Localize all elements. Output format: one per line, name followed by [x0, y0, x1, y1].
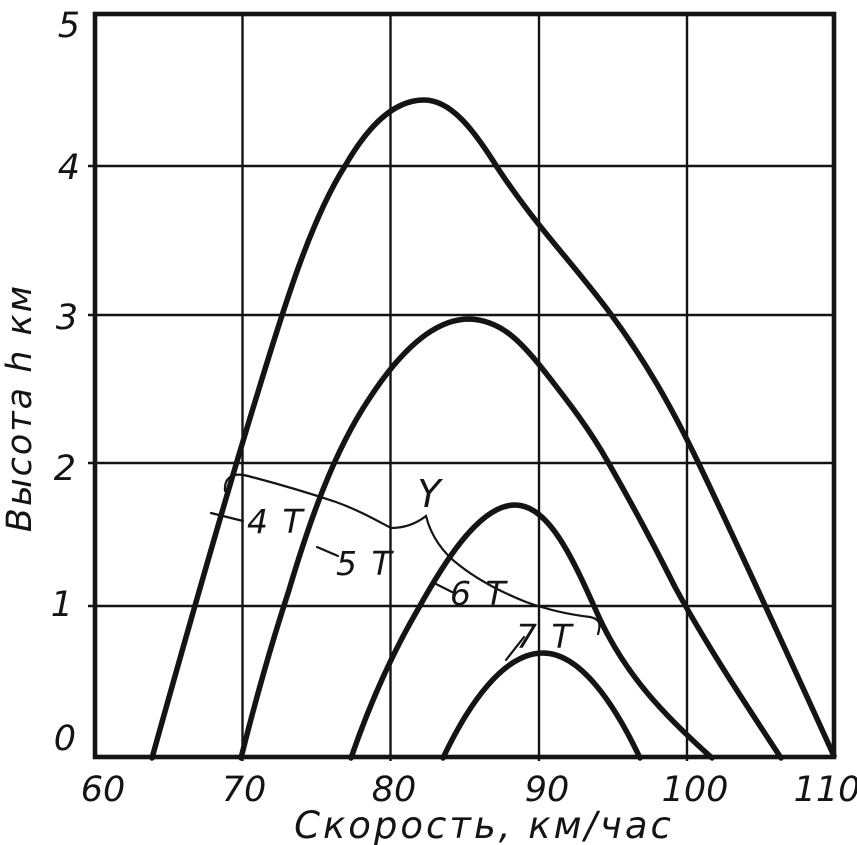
- leader-6t: [434, 582, 454, 594]
- x-axis-tick-labels: 60 70 80 90 100 110: [81, 770, 857, 810]
- curve-labels: 4 T 5 T 6 T 7 T: [247, 502, 574, 656]
- gridlines: [88, 14, 834, 761]
- x-tick-80: 80: [372, 770, 417, 810]
- plot-border: [92, 11, 837, 760]
- y-tick-5: 5: [58, 6, 80, 46]
- curve-7t: [440, 650, 643, 761]
- leader-4t: [209, 511, 245, 523]
- x-tick-100: 100: [662, 770, 729, 810]
- curve-6t: [348, 502, 715, 761]
- curve-4t: [149, 97, 837, 761]
- y-tick-3: 3: [56, 298, 78, 338]
- curve-label-5t: 5 T: [336, 544, 394, 583]
- curve-label-7t: 7 T: [516, 617, 574, 656]
- y-tick-2: 2: [54, 449, 76, 489]
- x-tick-90: 90: [525, 770, 570, 810]
- y-tick-0: 0: [54, 719, 76, 759]
- leader-7t: [504, 635, 526, 662]
- leader-5t: [315, 545, 340, 558]
- curve-5t: [238, 316, 784, 761]
- callout-brace-line: [223, 473, 601, 636]
- x-tick-110: 110: [794, 770, 857, 810]
- callout-y-label: Y: [417, 472, 443, 516]
- x-tick-60: 60: [81, 770, 126, 810]
- y-tick-1: 1: [51, 585, 73, 625]
- label-leaders: [209, 511, 526, 662]
- curve-label-4t: 4 T: [247, 502, 305, 541]
- data-curves: [149, 97, 837, 761]
- x-axis-title: Скорость, км/час: [294, 804, 674, 845]
- y-tick-4: 4: [58, 148, 80, 188]
- x-tick-70: 70: [222, 770, 267, 810]
- y-axis-tick-labels: 5 4 3 2 1 0: [51, 6, 80, 759]
- y-axis-title: Высота h км: [0, 284, 40, 532]
- curve-label-6t: 6 T: [450, 574, 508, 613]
